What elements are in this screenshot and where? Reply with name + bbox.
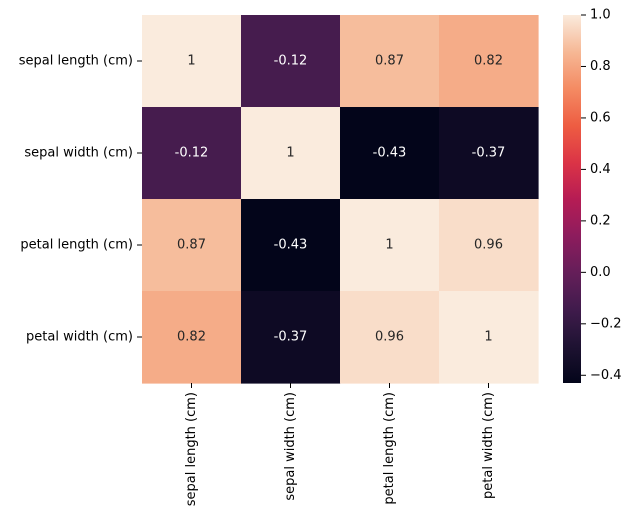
colorbar-tick-label: 1.0 bbox=[590, 8, 611, 23]
y-axis: sepal length (cm) sepal width (cm) petal l… bbox=[19, 54, 142, 345]
cell-value-label: -0.37 bbox=[472, 146, 506, 161]
heatmap-cell bbox=[340, 199, 440, 292]
cell-value-label: -0.43 bbox=[373, 146, 407, 161]
cell-value-label: 0.82 bbox=[177, 330, 206, 345]
colorbar-tick-label: 0.2 bbox=[590, 213, 611, 228]
heatmap-cell bbox=[142, 199, 242, 292]
heatmap-cell bbox=[241, 15, 341, 108]
y-tick-label: sepal width (cm) bbox=[24, 146, 133, 161]
cell-value-label: 1 bbox=[385, 238, 393, 253]
heatmap-cell bbox=[142, 291, 242, 384]
x-tick-label: sepal width (cm) bbox=[283, 392, 298, 501]
heatmap-cell bbox=[340, 291, 440, 384]
heatmap-cell bbox=[340, 107, 440, 200]
y-tick-label: petal length (cm) bbox=[20, 238, 133, 253]
cell-value-label: -0.43 bbox=[274, 238, 308, 253]
heatmap-cell bbox=[439, 15, 539, 108]
x-tick-label: petal width (cm) bbox=[481, 392, 496, 499]
cell-value-label: 0.96 bbox=[375, 330, 404, 345]
x-tick-label: petal length (cm) bbox=[382, 392, 397, 505]
cell-value-label: 0.82 bbox=[474, 54, 503, 69]
x-axis: sepal length (cm) sepal width (cm) petal l… bbox=[184, 383, 496, 506]
cell-value-label: -0.12 bbox=[175, 146, 209, 161]
y-tick-label: sepal length (cm) bbox=[19, 54, 133, 69]
cell-value-label: 1 bbox=[187, 54, 195, 69]
x-tick-label: sepal length (cm) bbox=[184, 392, 199, 506]
heatmap-cell bbox=[142, 15, 242, 108]
heatmap-cell bbox=[142, 107, 242, 200]
colorbar-tick-label: 0.8 bbox=[590, 59, 611, 74]
cell-value-label: -0.12 bbox=[274, 54, 308, 69]
heatmap-cell bbox=[241, 107, 341, 200]
heatmap-cell bbox=[241, 199, 341, 292]
heatmap-cell bbox=[241, 291, 341, 384]
cell-value-label: 1 bbox=[484, 330, 492, 345]
heatmap-cell bbox=[439, 291, 539, 384]
cell-value-label: 0.87 bbox=[177, 238, 206, 253]
y-tick-label: petal width (cm) bbox=[26, 330, 133, 345]
colorbar-tick-label: −0.4 bbox=[590, 368, 622, 383]
heatmap-cell bbox=[439, 107, 539, 200]
colorbar-tick-label: 0.4 bbox=[590, 162, 611, 177]
colorbar-gradient bbox=[563, 15, 581, 383]
cell-value-label: 0.96 bbox=[474, 238, 503, 253]
heatmap-cells bbox=[142, 15, 539, 384]
heatmap-annotations: 1 -0.12 0.87 0.82 -0.12 1 -0.43 -0.37 0.87 -0.43 1… bbox=[175, 54, 506, 345]
heatmap-cell bbox=[340, 15, 440, 108]
colorbar-tick-label: 0.0 bbox=[590, 265, 611, 280]
cell-value-label: 1 bbox=[286, 146, 294, 161]
cell-value-label: -0.37 bbox=[274, 330, 308, 345]
cell-value-label: 0.87 bbox=[375, 54, 404, 69]
colorbar-tick-label: −0.2 bbox=[590, 316, 622, 331]
heatmap-cell bbox=[439, 199, 539, 292]
colorbar-tick-label: 0.6 bbox=[590, 110, 611, 125]
colorbar: −0.4 −0.2 0.0 0.2 0.4 0.6 0.8 1.0 bbox=[563, 8, 622, 383]
